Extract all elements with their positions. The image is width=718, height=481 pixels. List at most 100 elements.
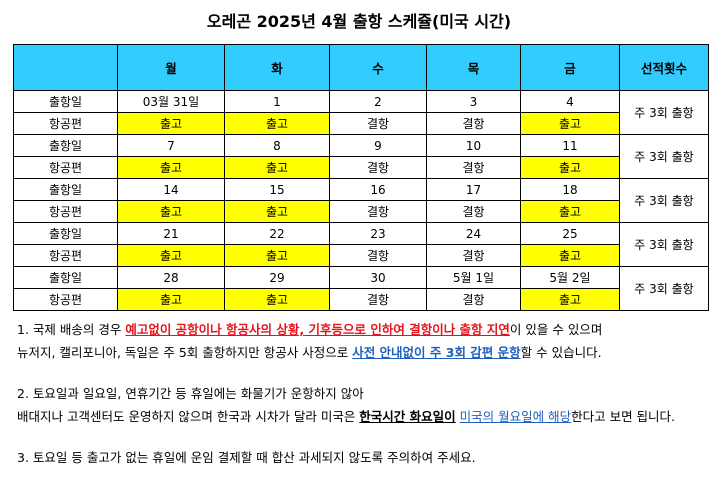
date-cell: 17 bbox=[426, 178, 521, 201]
date-cell: 21 bbox=[117, 222, 225, 245]
date-cell: 29 bbox=[224, 266, 330, 289]
notes-section: 1. 국제 배송의 경우 예고없이 공항이나 항공사의 상황, 기후등으로 인하… bbox=[17, 318, 712, 469]
note-blue-underline: 미국의 월요일에 해당 bbox=[459, 409, 572, 424]
date-row: 출항일 21 22 23 24 25 주 3회 출항 bbox=[13, 222, 709, 267]
header-row: 월 화 수 목 금 선적횟수 bbox=[13, 44, 709, 91]
flight-status-cell: 출고 bbox=[117, 200, 225, 223]
flight-status-cell: 결항 bbox=[329, 156, 427, 179]
flight-status-cell: 출고 bbox=[520, 112, 620, 135]
note-text: 1. 국제 배송의 경우 bbox=[17, 322, 126, 337]
note-blue-highlight: 사전 안내없이 주 3회 감편 운항 bbox=[352, 345, 521, 360]
date-cell: 15 bbox=[224, 178, 330, 201]
header-tue: 화 bbox=[224, 44, 330, 91]
date-cell: 16 bbox=[329, 178, 427, 201]
flight-status-cell: 결항 bbox=[426, 244, 521, 267]
flight-status-cell: 결항 bbox=[329, 112, 427, 135]
flight-status-cell: 출고 bbox=[224, 244, 330, 267]
date-cell: 4 bbox=[520, 90, 620, 113]
note-1-line-1: 1. 국제 배송의 경우 예고없이 공항이나 항공사의 상황, 기후등으로 인하… bbox=[17, 318, 712, 341]
flight-status-cell: 출고 bbox=[520, 200, 620, 223]
date-cell: 22 bbox=[224, 222, 330, 245]
flight-status-cell: 출고 bbox=[520, 244, 620, 267]
date-cell: 1 bbox=[224, 90, 330, 113]
date-row: 출항일 28 29 30 5월 1일 5월 2일 주 3회 출항 bbox=[13, 266, 709, 311]
flight-status-cell: 결항 bbox=[426, 200, 521, 223]
header-fri: 금 bbox=[520, 44, 620, 91]
flight-status-cell: 출고 bbox=[520, 156, 620, 179]
row-label-flight: 항공편 bbox=[13, 200, 118, 223]
note-text: 할 수 있습니다. bbox=[520, 345, 602, 360]
flight-status-cell: 결항 bbox=[329, 244, 427, 267]
note-text: 한다고 보면 됩니다. bbox=[571, 409, 676, 424]
date-cell: 24 bbox=[426, 222, 521, 245]
date-cell: 2 bbox=[329, 90, 427, 113]
note-2-line-2: 배대지나 고객센터도 운영하지 않으며 한국과 시차가 달라 미국은 한국시간 … bbox=[17, 405, 712, 428]
date-cell: 5월 1일 bbox=[426, 266, 521, 289]
note-bold-highlight: 한국시간 화요일이 bbox=[359, 409, 456, 424]
row-label-date: 출항일 bbox=[13, 178, 118, 201]
header-mon: 월 bbox=[117, 44, 225, 91]
flight-status-cell: 출고 bbox=[117, 112, 225, 135]
note-3: 3. 토요일 등 출고가 없는 휴일에 운임 결제할 때 합산 과세되지 않도록… bbox=[17, 450, 476, 465]
row-label-flight: 항공편 bbox=[13, 244, 118, 267]
date-cell: 18 bbox=[520, 178, 620, 201]
date-row: 출항일 03월 31일 1 2 3 4 주 3회 출항 bbox=[13, 90, 709, 135]
row-label-flight: 항공편 bbox=[13, 156, 118, 179]
note-2-line-1: 2. 토요일과 일요일, 연휴기간 등 휴일에는 화물기가 운항하지 않아 bbox=[17, 386, 364, 401]
date-row: 출항일 14 15 16 17 18 주 3회 출항 bbox=[13, 178, 709, 223]
date-cell: 25 bbox=[520, 222, 620, 245]
flight-status-cell: 출고 bbox=[224, 200, 330, 223]
header-wed: 수 bbox=[329, 44, 427, 91]
shipment-count: 주 3회 출항 bbox=[619, 266, 709, 311]
header-thu: 목 bbox=[426, 44, 521, 91]
flight-status-cell: 결항 bbox=[426, 156, 521, 179]
date-cell: 03월 31일 bbox=[117, 90, 225, 113]
note-text: 이 있을 수 있으며 bbox=[509, 322, 603, 337]
date-row: 출항일 7 8 9 10 11 주 3회 출항 bbox=[13, 134, 709, 179]
date-cell: 23 bbox=[329, 222, 427, 245]
row-label-date: 출항일 bbox=[13, 134, 118, 157]
flight-status-cell: 출고 bbox=[117, 244, 225, 267]
flight-status-cell: 출고 bbox=[224, 156, 330, 179]
shipment-count: 주 3회 출항 bbox=[619, 90, 709, 135]
flight-row: 항공편 출고 출고 결항 결항 출고 bbox=[13, 288, 709, 311]
date-cell: 14 bbox=[117, 178, 225, 201]
date-cell: 10 bbox=[426, 134, 521, 157]
flight-status-cell: 출고 bbox=[224, 112, 330, 135]
date-cell: 7 bbox=[117, 134, 225, 157]
row-label-date: 출항일 bbox=[13, 90, 118, 113]
shipment-count: 주 3회 출항 bbox=[619, 222, 709, 267]
note-red-highlight: 예고없이 공항이나 항공사의 상황, 기후등으로 인하여 결항이나 출항 지연 bbox=[125, 322, 510, 337]
flight-status-cell: 결항 bbox=[329, 288, 427, 311]
flight-status-cell: 출고 bbox=[520, 288, 620, 311]
flight-status-cell: 출고 bbox=[117, 156, 225, 179]
note-1-line-2: 뉴저지, 캘리포니아, 독일은 주 5회 출항하지만 항공사 사정으로 사전 안… bbox=[17, 341, 712, 364]
shipment-count: 주 3회 출항 bbox=[619, 178, 709, 223]
flight-status-cell: 결항 bbox=[329, 200, 427, 223]
date-cell: 3 bbox=[426, 90, 521, 113]
date-cell: 5월 2일 bbox=[520, 266, 620, 289]
header-shipments: 선적횟수 bbox=[619, 44, 709, 91]
page-title: 오레곤 2025년 4월 출항 스케쥴(미국 시간) bbox=[206, 12, 512, 31]
shipment-count: 주 3회 출항 bbox=[619, 134, 709, 179]
flight-row: 항공편 출고 출고 결항 결항 출고 bbox=[13, 112, 709, 135]
note-text: 뉴저지, 캘리포니아, 독일은 주 5회 출항하지만 항공사 사정으로 bbox=[17, 345, 353, 360]
flight-row: 항공편 출고 출고 결항 결항 출고 bbox=[13, 200, 709, 223]
header-empty bbox=[13, 44, 118, 91]
flight-row: 항공편 출고 출고 결항 결항 출고 bbox=[13, 244, 709, 267]
row-label-flight: 항공편 bbox=[13, 112, 118, 135]
date-cell: 9 bbox=[329, 134, 427, 157]
row-label-flight: 항공편 bbox=[13, 288, 118, 311]
flight-status-cell: 출고 bbox=[224, 288, 330, 311]
date-cell: 8 bbox=[224, 134, 330, 157]
row-label-date: 출항일 bbox=[13, 266, 118, 289]
note-text: 배대지나 고객센터도 운영하지 않으며 한국과 시차가 달라 미국은 bbox=[17, 409, 360, 424]
row-label-date: 출항일 bbox=[13, 222, 118, 245]
date-cell: 28 bbox=[117, 266, 225, 289]
date-cell: 11 bbox=[520, 134, 620, 157]
date-cell: 30 bbox=[329, 266, 427, 289]
schedule-table: 월 화 수 목 금 선적횟수 출항일 03월 31일 1 2 3 4 주 3회 출항 항공편 출… bbox=[13, 44, 709, 311]
flight-status-cell: 결항 bbox=[426, 112, 521, 135]
flight-status-cell: 결항 bbox=[426, 288, 521, 311]
flight-row: 항공편 출고 출고 결항 결항 출고 bbox=[13, 156, 709, 179]
